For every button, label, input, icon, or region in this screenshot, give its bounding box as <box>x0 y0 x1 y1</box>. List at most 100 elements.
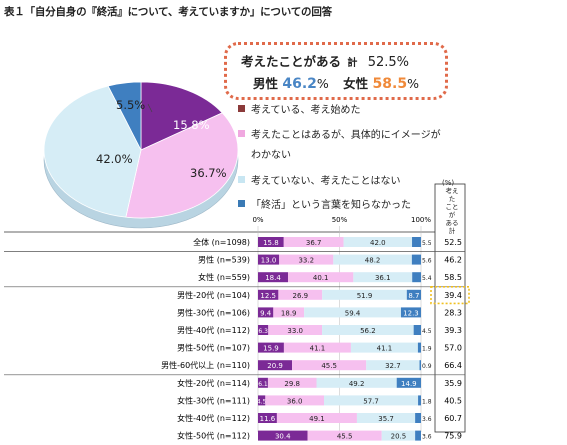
bar-label-r9-s2: 29.8 <box>284 380 300 388</box>
bar-seg-r8-s4 <box>419 360 421 371</box>
bar-seg-r1-s2 <box>283 237 344 247</box>
bar-seg-r9-s3 <box>316 377 397 388</box>
bar-seg-r10-s1 <box>258 395 266 406</box>
legend-swatch-3 <box>238 176 245 183</box>
right-header-line-4: が <box>448 211 456 219</box>
legend-item-2b: わかない <box>251 146 291 161</box>
bar-label-r3-s3: 36.1 <box>375 274 391 282</box>
bar-seg-r6-s4 <box>413 325 421 335</box>
bar-seg-r10-s2 <box>265 395 325 406</box>
legend-label-4: 「終活」という言葉を知らなかった <box>251 200 411 211</box>
right-header-pct: (%) <box>442 179 455 187</box>
callout-line1: 考えたことがある 計 52.5% <box>241 51 409 70</box>
row-label-4: 男性-20代 (n=104) <box>177 290 250 300</box>
bar-seg-r8-s2 <box>292 360 367 371</box>
bar-seg-r8-s1 <box>258 360 293 371</box>
bar-seg-r11-s3 <box>356 413 416 423</box>
bar-seg-r7-s1 <box>258 342 284 353</box>
row-label-10: 女性-30代 (n=111) <box>177 395 250 405</box>
pie-slice-3 <box>43 85 142 218</box>
legend-item-2: 考えたことはあるが、具体的にイメージが <box>238 126 441 141</box>
bar-label-r4-s4: 8.7 <box>408 292 419 300</box>
bar-label-r2-s4: 5.6 <box>422 258 432 265</box>
bar-label-r11-s1: 11.6 <box>260 415 276 423</box>
bar-label-r1-s4: 5.5 <box>422 240 432 247</box>
bar-seg-r5-s4 <box>400 307 421 318</box>
callout-female-label: 女性 <box>343 76 369 91</box>
totals-column-frame <box>434 183 466 433</box>
row-total-12: 75.9 <box>444 432 462 441</box>
legend-label-1: 考えている、考え始めた <box>251 105 361 116</box>
bar-seg-r1-s3 <box>343 237 413 247</box>
bar-label-r3-s2: 40.1 <box>313 274 329 282</box>
pie-label-4: 5.5% <box>116 98 146 112</box>
callout-male-pct: % <box>316 76 329 91</box>
row-total-4: 39.4 <box>444 291 462 300</box>
bar-label-r12-s2: 45.5 <box>337 433 353 441</box>
bar-seg-r1-s1 <box>258 237 284 247</box>
bar-seg-r3-s3 <box>353 272 413 283</box>
bar-label-r1-s2: 36.7 <box>306 239 322 247</box>
bar-label-r2-s3: 48.2 <box>365 257 381 265</box>
bar-label-r12-s4: 3.6 <box>422 434 432 441</box>
right-header-line-2: た <box>448 195 456 203</box>
bar-seg-r6-s3 <box>322 325 414 335</box>
highlight-box <box>430 285 470 305</box>
bar-seg-r11-s2 <box>276 413 357 423</box>
legend-label-2b: わかない <box>251 150 291 161</box>
pie-slice-4 <box>107 81 142 151</box>
row-total-8: 66.4 <box>444 361 462 370</box>
bar-seg-r12-s2 <box>307 430 382 441</box>
row-total-6: 39.3 <box>444 326 462 335</box>
bar-seg-r6-s1 <box>258 325 269 335</box>
bar-label-r11-s2: 49.1 <box>309 415 325 423</box>
legend-item-3: 考えていない、考えたことはない <box>238 172 401 187</box>
bar-seg-r2-s4 <box>411 254 421 265</box>
bar-label-r12-s1: 30.4 <box>275 433 291 441</box>
bar-seg-r11-s4 <box>415 413 421 423</box>
right-header-label: 考え た こと が ある 計 <box>437 187 467 235</box>
row-total-2: 46.2 <box>444 256 462 265</box>
bar-label-r8-s4: 0.9 <box>422 363 432 370</box>
right-header-line-5: ある <box>445 219 459 227</box>
row-label-1: 全体 (n=1098) <box>193 237 250 247</box>
row-total-5: 28.3 <box>444 308 462 317</box>
bar-label-r10-s2: 36.0 <box>287 397 303 405</box>
right-header-line-6: 計 <box>448 227 456 235</box>
bar-seg-r12-s3 <box>381 430 416 441</box>
summary-callout: 考えたことがある 計 52.5% 男性 46.2% 女性 58.5% <box>224 42 448 100</box>
row-label-12: 女性-50代 (n=112) <box>177 431 250 441</box>
bar-label-r9-s1: 6.1 <box>258 381 268 388</box>
row-label-11: 女性-40代 (n=112) <box>177 413 250 423</box>
bar-label-r11-s3: 35.7 <box>378 415 394 423</box>
callout-total-value: 52.5% <box>367 55 410 70</box>
bar-seg-r6-s2 <box>268 325 323 335</box>
callout-male-value: 46.2 <box>282 76 317 92</box>
row-label-7: 男性-50代 (n=107) <box>177 343 250 353</box>
bar-label-r11-s4: 3.6 <box>422 416 432 423</box>
bar-seg-r11-s1 <box>258 413 277 423</box>
x-tick-label-2: 50% <box>332 216 348 224</box>
bar-label-r10-s4: 1.8 <box>422 398 432 405</box>
bar-label-r6-s2: 33.0 <box>287 327 303 335</box>
bar-seg-r4-s4 <box>406 289 421 300</box>
bar-label-r6-s1: 6.3 <box>258 328 268 335</box>
bar-seg-r5-s2 <box>273 307 305 318</box>
row-total-1: 52.5 <box>444 238 462 247</box>
bar-label-r8-s1: 20.9 <box>267 362 283 370</box>
row-label-8: 男性-60代以上 (n=110) <box>161 360 250 370</box>
row-total-3: 58.5 <box>444 273 462 282</box>
bar-label-r1-s1: 15.8 <box>263 239 279 247</box>
bar-label-r4-s2: 26.9 <box>293 292 309 300</box>
page-title: 表１「自分自身の『終活』について、考えていますか」についての回答 <box>4 6 332 18</box>
bar-label-r7-s2: 41.1 <box>310 345 326 353</box>
legend-swatch-2 <box>238 130 245 137</box>
callout-female-pct: % <box>407 76 419 91</box>
legend-label-2: 考えたことはあるが、具体的にイメージが <box>251 130 441 141</box>
legend-item-4: 「終活」という言葉を知らなかった <box>238 196 411 211</box>
bar-label-r5-s1: 9.4 <box>260 309 272 317</box>
right-header-line-1: 考え <box>445 187 459 195</box>
bar-label-r9-s4: 14.9 <box>401 380 417 388</box>
bar-label-r4-s3: 51.9 <box>357 292 373 300</box>
